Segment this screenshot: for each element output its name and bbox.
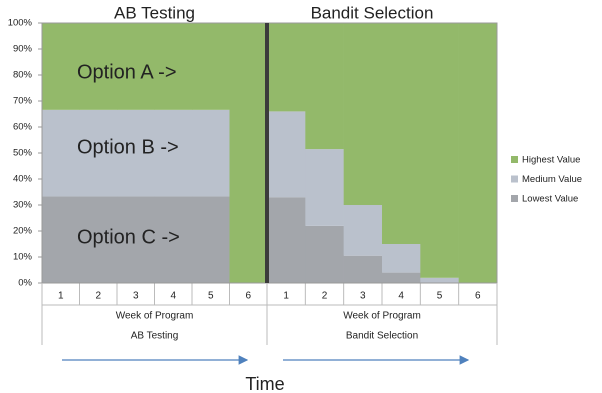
bar-segment <box>267 197 306 283</box>
bar-segment <box>382 272 421 283</box>
x-tick-label: 6 <box>475 291 481 302</box>
plot: 1 2 3 4 5 6 Week of Program AB Testing AB Testin… <box>8 3 582 345</box>
bar-segment <box>305 149 344 226</box>
bar-segment <box>343 23 383 205</box>
bar-segment <box>192 109 230 197</box>
y-tick-label: 0% <box>18 278 32 289</box>
plot-frame <box>41 22 498 284</box>
bar-segment <box>79 196 118 283</box>
y-tick-label: 60% <box>13 122 33 133</box>
bar-segment <box>192 23 230 110</box>
bar-segment <box>267 111 306 198</box>
annotation: Option B -> <box>77 136 179 158</box>
legend-swatch <box>511 195 518 202</box>
bar-segment <box>458 23 498 283</box>
bar-segment <box>229 23 268 283</box>
x-tick-label: 6 <box>245 291 251 302</box>
bar-segment <box>343 255 383 283</box>
bar-segment <box>42 23 80 110</box>
annotation: Option A -> <box>77 61 177 83</box>
bar-segment <box>305 23 344 150</box>
legend-label: Lowest Value <box>522 194 578 205</box>
y-tick-label: 70% <box>13 96 33 107</box>
bar-segment <box>79 23 118 110</box>
x-tick-label: 2 <box>95 291 101 302</box>
panel-title: AB Testing <box>114 3 195 22</box>
y-tick-label: 40% <box>13 174 33 185</box>
bar-segment <box>42 196 80 283</box>
bar-segment <box>420 23 459 278</box>
x-axis-label: Week of Program <box>116 311 194 322</box>
panel-title: Bandit Selection <box>311 3 434 22</box>
y-tick-label: 20% <box>13 226 33 237</box>
y-tick-label: 30% <box>13 200 33 211</box>
legend-label: Medium Value <box>522 174 582 185</box>
x-tick-label: 5 <box>208 291 214 302</box>
bar-segment <box>79 109 118 197</box>
bar-segment <box>117 196 155 283</box>
legend-swatch <box>511 156 518 163</box>
bar-segment <box>305 225 344 283</box>
x-tick-label: 1 <box>58 291 64 302</box>
bar-segment <box>154 23 193 110</box>
bar-segment <box>382 244 421 273</box>
bar-segment <box>117 23 155 110</box>
group-label: Bandit Selection <box>346 331 418 342</box>
x-tick-label: 3 <box>133 291 139 302</box>
bar-segment <box>343 205 383 256</box>
bar-segment <box>192 196 230 283</box>
bar-segment <box>117 109 155 197</box>
y-tick-label: 100% <box>8 18 33 29</box>
x-tick-label: 3 <box>360 291 366 302</box>
y-tick-label: 90% <box>13 44 33 55</box>
bar-segment <box>382 23 421 244</box>
y-tick-label: 80% <box>13 70 33 81</box>
legend-swatch <box>511 175 518 183</box>
bar-segment <box>267 23 306 112</box>
annotation: Option C -> <box>77 226 180 248</box>
group-label: AB Testing <box>131 331 179 342</box>
panel-divider <box>265 23 269 283</box>
x-title: Time <box>245 374 284 393</box>
x-tick-label: 5 <box>437 291 443 302</box>
bar-segment <box>420 277 459 283</box>
x-axis-label: Week of Program <box>343 311 421 322</box>
x-tick-label: 2 <box>322 291 328 302</box>
y-tick-label: 50% <box>13 148 33 159</box>
x-tick-label: 4 <box>170 291 176 302</box>
y-tick-label: 10% <box>13 252 33 263</box>
bar-segment <box>154 109 193 197</box>
x-tick-label: 1 <box>283 291 289 302</box>
bar-segment <box>154 196 193 283</box>
x-tick-label: 4 <box>398 291 404 302</box>
bar-segment <box>42 109 80 197</box>
legend-label: Highest Value <box>522 155 580 166</box>
